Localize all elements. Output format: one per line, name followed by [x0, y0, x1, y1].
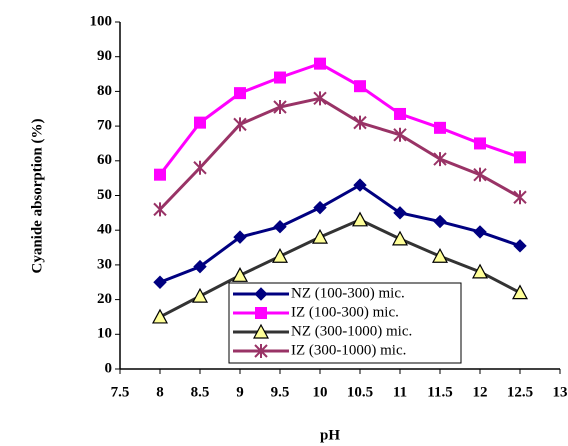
data-point [353, 115, 367, 130]
data-point [153, 202, 167, 217]
data-point [474, 137, 486, 150]
y-tick-label: 40 [97, 222, 112, 238]
data-point [433, 214, 447, 229]
y-tick-label: 90 [97, 48, 112, 64]
y-tick-label: 50 [97, 187, 112, 203]
data-point [513, 190, 527, 205]
data-point [273, 220, 287, 234]
x-tick-label: 10 [313, 384, 328, 400]
legend-label: IZ (100-300) mic. [291, 304, 399, 320]
y-tick-label: 10 [97, 326, 112, 342]
data-point [313, 91, 327, 106]
x-tick-label: 9.5 [271, 384, 290, 400]
data-point [394, 107, 406, 120]
legend-label: NZ (300-1000) mic. [291, 323, 412, 339]
data-point [473, 225, 487, 239]
data-point [433, 152, 447, 167]
data-point [473, 167, 487, 182]
data-point [273, 100, 287, 115]
x-tick-label: 8.5 [191, 384, 210, 400]
data-point [314, 57, 326, 70]
x-tick-label: 12 [473, 384, 488, 400]
legend-marker [255, 307, 267, 319]
data-point [271, 247, 289, 263]
series-line [159, 183, 521, 284]
data-point [274, 71, 286, 84]
data-point [234, 87, 246, 100]
data-point [513, 239, 527, 253]
x-tick-label: 11.5 [427, 384, 452, 400]
series-line [158, 96, 521, 211]
data-point [393, 206, 407, 220]
x-tick-label: 9 [236, 384, 244, 400]
data-point [193, 259, 207, 274]
data-point [194, 116, 206, 129]
y-axis-title: Cyanide absorption (%) [29, 118, 45, 273]
data-point [511, 284, 529, 300]
x-tick-label: 12.5 [507, 384, 533, 400]
data-point [353, 178, 367, 192]
data-point [471, 263, 489, 279]
series-line [158, 62, 521, 176]
legend-marker [252, 323, 270, 339]
x-tick-label: 10.5 [347, 384, 373, 400]
data-point [153, 275, 167, 289]
data-point [313, 200, 327, 215]
x-tick-label: 7.5 [111, 384, 130, 400]
data-point [151, 308, 169, 324]
data-point [154, 168, 166, 181]
legend-label: IZ (300-1000) mic. [291, 342, 406, 358]
x-axis-title: pH [320, 427, 340, 443]
x-tick-label: 11 [393, 384, 407, 400]
data-point [193, 160, 207, 175]
data-point [191, 287, 209, 303]
y-tick-label: 80 [97, 83, 112, 99]
y-tick-label: 20 [97, 291, 112, 307]
y-tick-label: 60 [97, 152, 112, 168]
y-tick-label: 0 [105, 360, 113, 376]
x-tick-label: 13 [553, 384, 568, 400]
series-line [159, 218, 521, 319]
legend-marker [254, 287, 268, 301]
data-point [391, 230, 409, 246]
y-tick-label: 30 [97, 256, 112, 272]
data-point [393, 127, 407, 142]
data-point [351, 211, 369, 227]
y-tick-label: 100 [90, 13, 113, 29]
x-tick-label: 8 [156, 384, 164, 400]
data-point [231, 267, 249, 282]
legend-marker [254, 344, 268, 358]
data-point [514, 151, 526, 164]
data-point [233, 230, 247, 244]
legend-label: NZ (100-300) mic. [291, 285, 405, 301]
data-point [434, 121, 446, 134]
data-point [311, 228, 329, 244]
data-point [233, 117, 247, 132]
data-point [354, 80, 366, 93]
y-tick-label: 70 [97, 118, 112, 134]
data-point [431, 247, 449, 263]
